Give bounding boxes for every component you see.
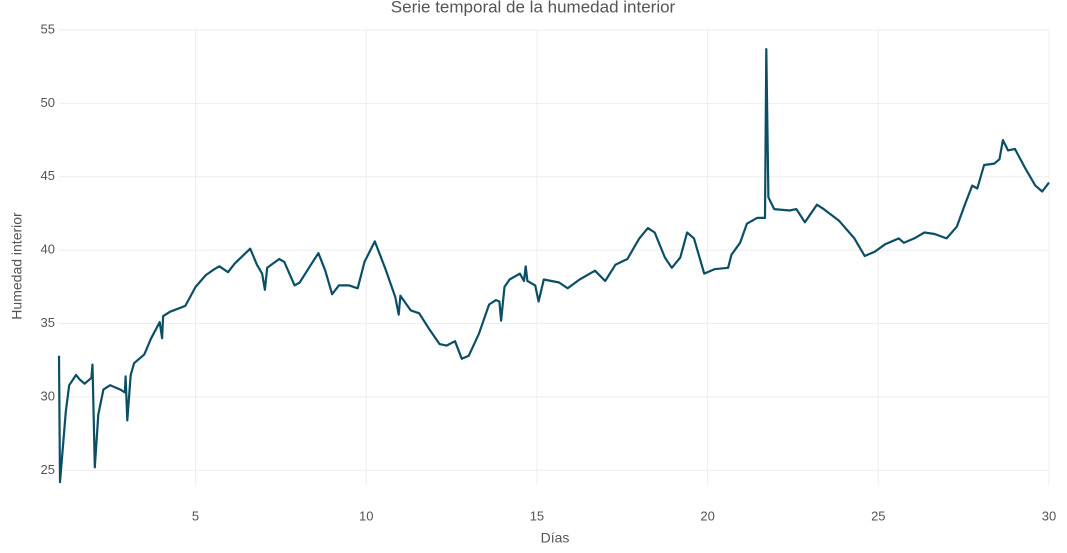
y-tick-label: 25 bbox=[41, 462, 55, 477]
x-tick-label: 15 bbox=[530, 508, 544, 523]
x-tick-label: 30 bbox=[1042, 508, 1056, 523]
y-tick-label: 45 bbox=[41, 168, 55, 183]
chart-title: Serie temporal de la humedad interior bbox=[391, 0, 676, 16]
y-tick-label: 35 bbox=[41, 315, 55, 330]
x-tick-label: 20 bbox=[700, 508, 714, 523]
y-axis-title: Humedad interior bbox=[9, 212, 25, 320]
x-tick-label: 10 bbox=[359, 508, 373, 523]
data-line bbox=[57, 48, 1050, 484]
y-tick-label: 30 bbox=[41, 388, 55, 403]
x-axis-title: Días bbox=[541, 530, 570, 546]
x-tick-label: 25 bbox=[871, 508, 885, 523]
y-tick-label: 55 bbox=[41, 21, 55, 36]
y-tick-label: 40 bbox=[41, 242, 55, 257]
x-tick-label: 5 bbox=[192, 508, 199, 523]
y-tick-label: 50 bbox=[41, 95, 55, 110]
